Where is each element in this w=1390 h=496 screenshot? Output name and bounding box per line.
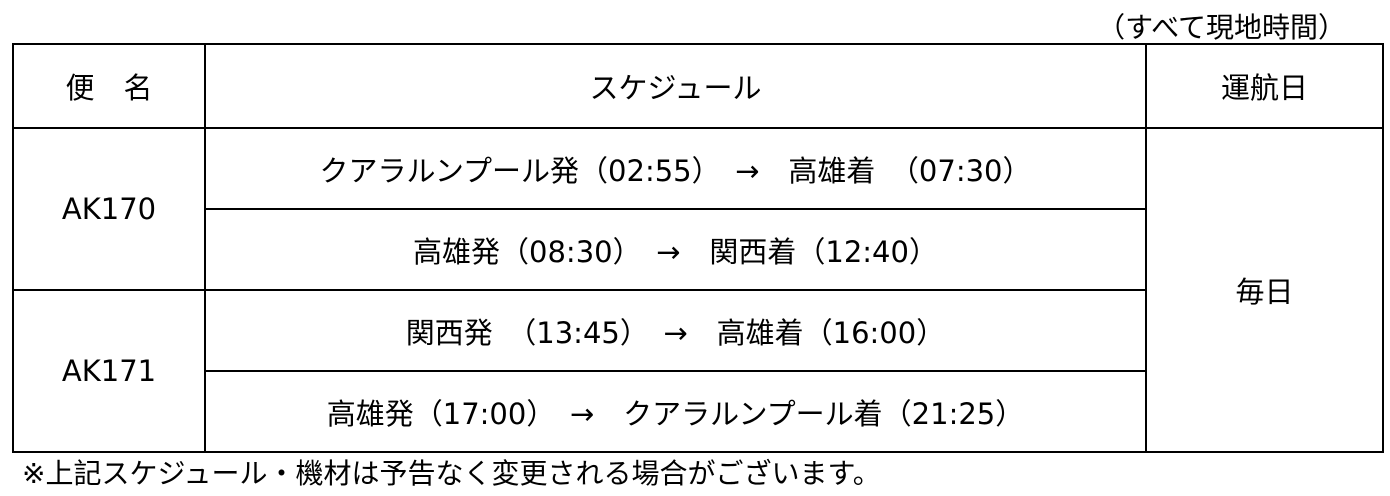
flight-number: AK171 xyxy=(12,289,206,453)
header-schedule: スケジュール xyxy=(204,43,1147,129)
table-row: 高雄発（17:00） → クアラルンプール着（21:25） xyxy=(13,370,1383,453)
table-row: 高雄発（08:30） → 関西着（12:40） xyxy=(13,208,1383,291)
table-row: AK171 関西発 （13:45） → 高雄着（16:00） xyxy=(12,289,1383,453)
flight-number: AK170 xyxy=(12,127,206,291)
flight-schedule-table: 便 名 スケジュール 運航日 AK170 クアラルンプール発（02:55） → … xyxy=(12,43,1384,453)
footnote: ※上記スケジュール・機材は予告なく変更される場合がございます。 xyxy=(22,457,881,490)
header-days: 運航日 xyxy=(1145,43,1384,129)
schedule-leg: 関西発 （13:45） → 高雄着（16:00） xyxy=(204,289,1147,372)
timezone-caption: （すべて現地時間） xyxy=(1097,11,1346,44)
table-row: AK170 クアラルンプール発（02:55） → 高雄着 （07:30） 毎日 xyxy=(12,127,1384,453)
header-flight: 便 名 xyxy=(12,43,206,129)
schedule-leg: クアラルンプール発（02:55） → 高雄着 （07:30） xyxy=(204,127,1147,210)
schedule-leg: 高雄発（17:00） → クアラルンプール着（21:25） xyxy=(204,370,1147,453)
operating-days: 毎日 xyxy=(1145,127,1384,453)
schedule-leg: 高雄発（08:30） → 関西着（12:40） xyxy=(204,208,1147,291)
header-row: 便 名 スケジュール 運航日 xyxy=(12,43,1384,129)
